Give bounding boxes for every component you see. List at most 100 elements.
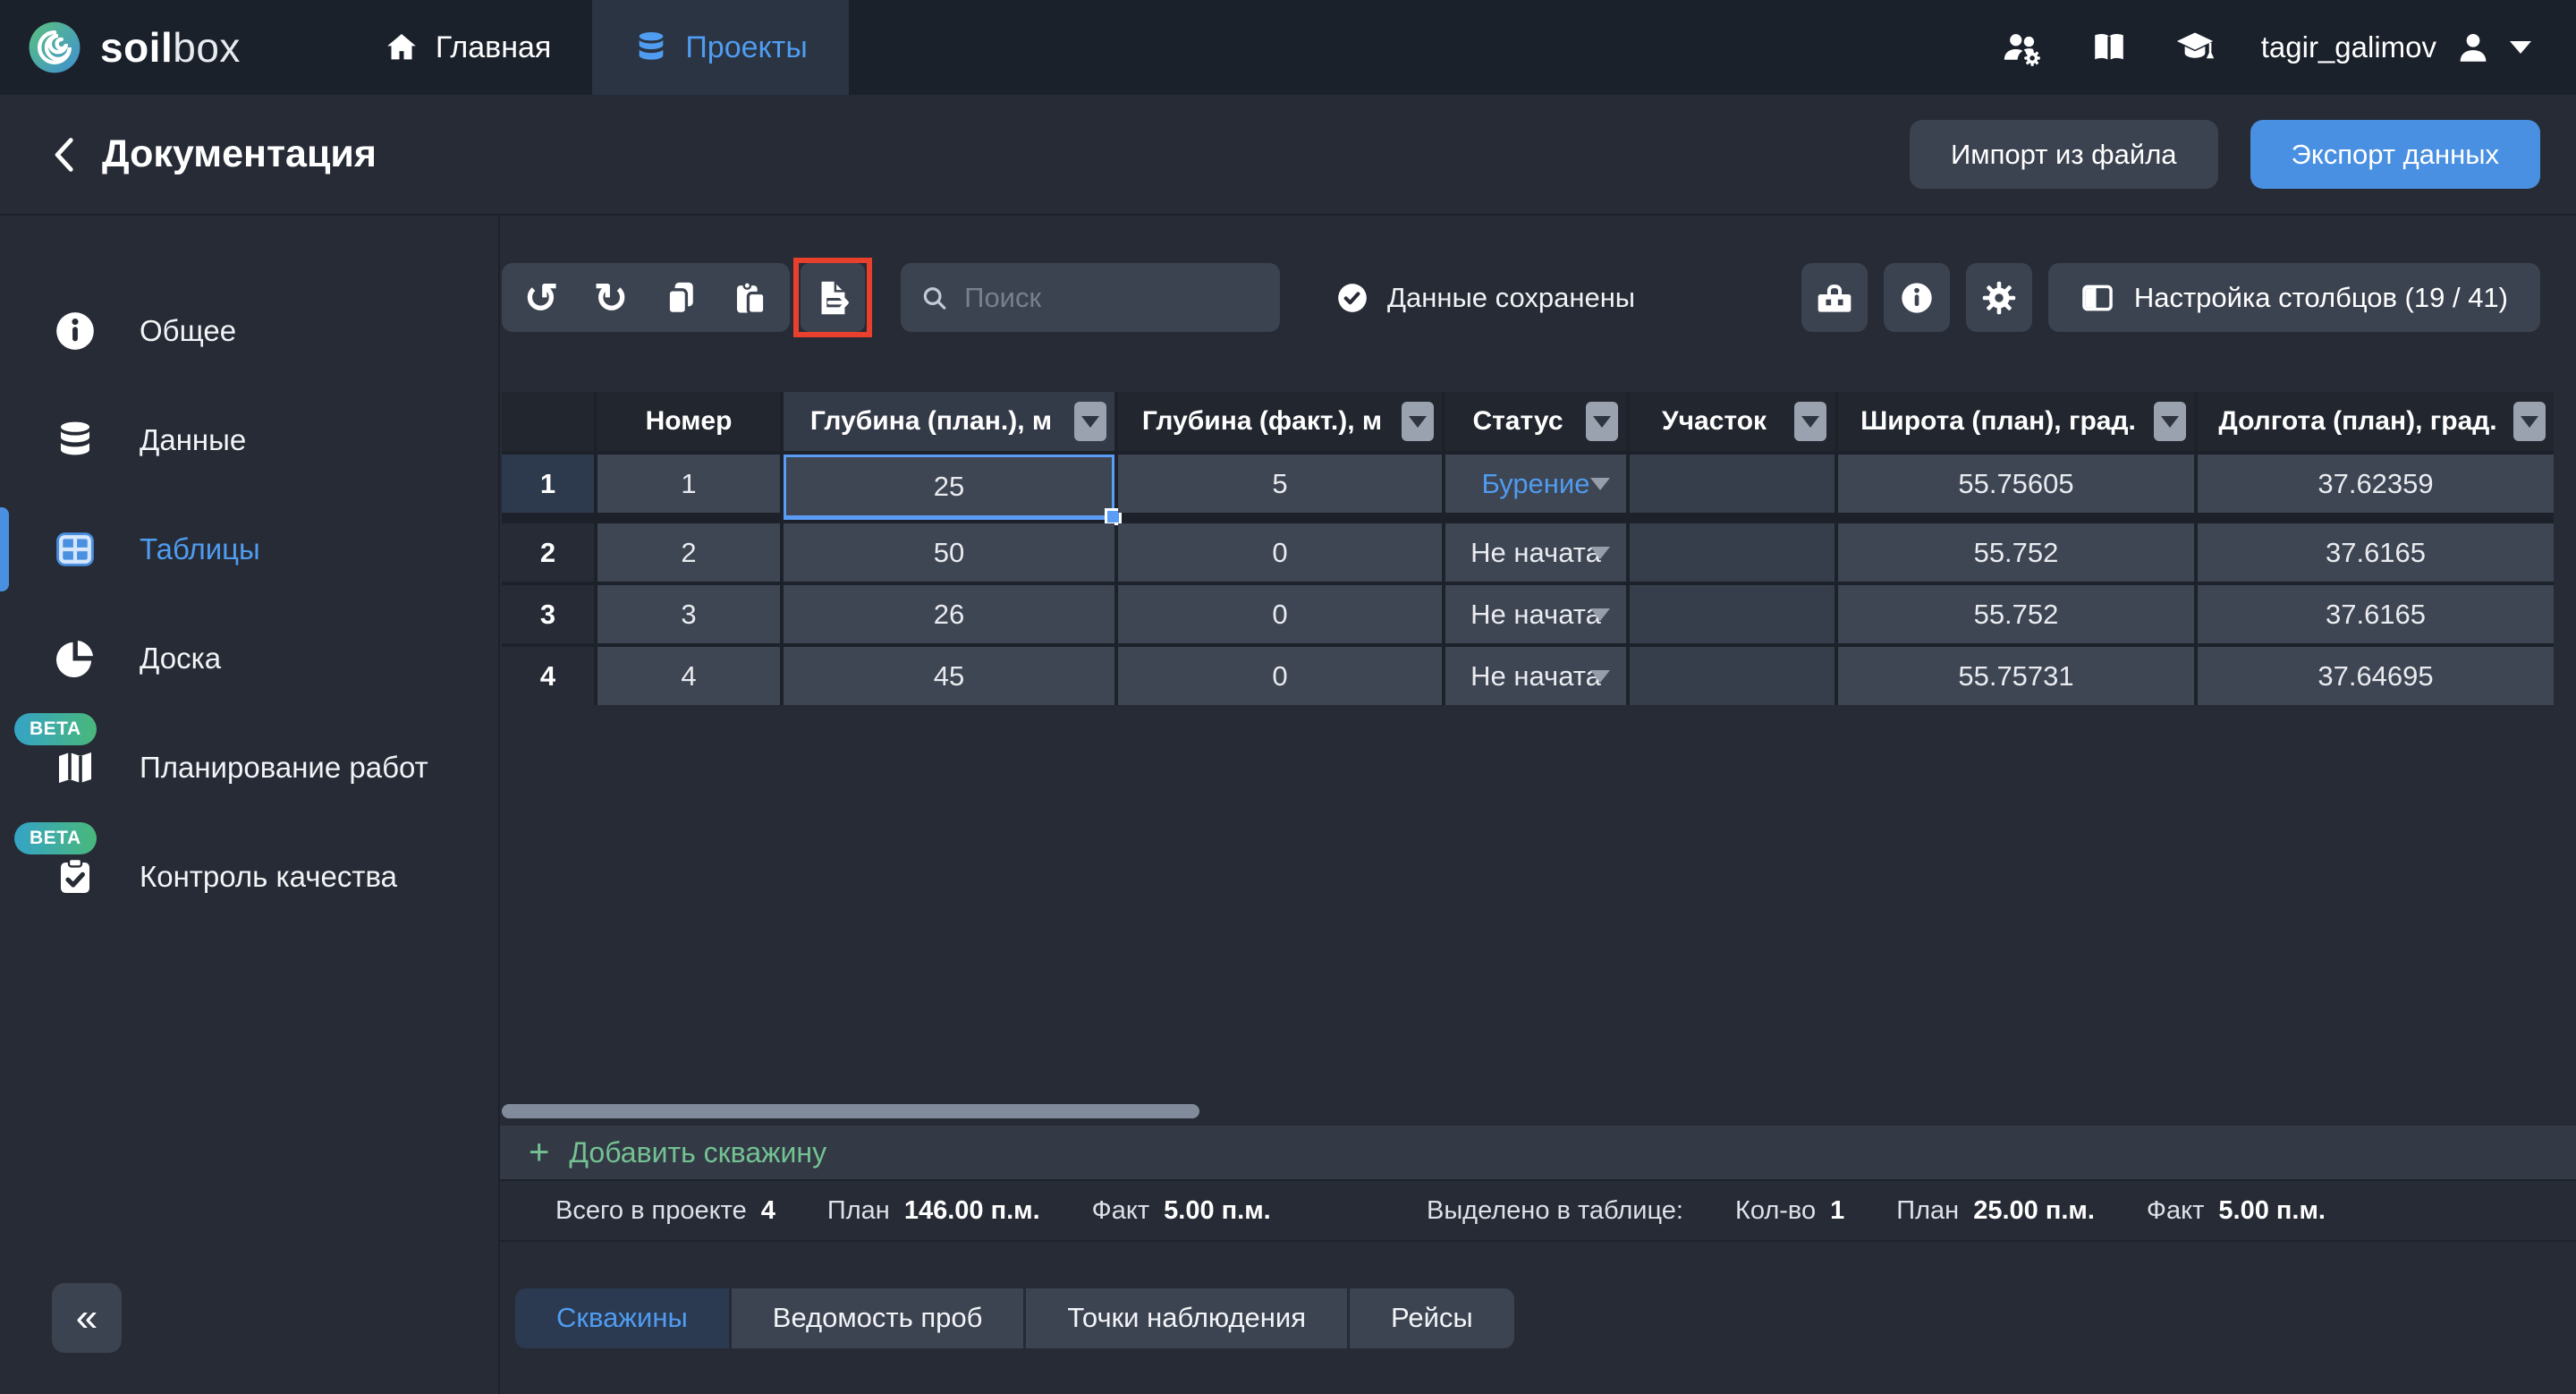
column-header-status[interactable]: Статус: [1445, 392, 1626, 451]
sidebar-item-data[interactable]: Данные: [0, 409, 498, 472]
column-header-lat[interactable]: Широта (план), град.: [1838, 392, 2194, 451]
education-button[interactable]: [2174, 28, 2216, 67]
cell-status[interactable]: Бурение: [1445, 455, 1626, 513]
column-header-depth-fact[interactable]: Глубина (факт.), м: [1118, 392, 1442, 451]
filter-icon[interactable]: [1402, 402, 1434, 441]
dropdown-caret-icon[interactable]: [1590, 669, 1610, 683]
user-icon: [2460, 33, 2487, 62]
cell-lon[interactable]: 37.6165: [2198, 585, 2554, 643]
column-header-label: Статус: [1472, 406, 1563, 436]
redo-button[interactable]: ↻: [579, 266, 643, 330]
cell-depth-plan-selected[interactable]: 25: [784, 455, 1122, 525]
cell-depth-plan[interactable]: 45: [784, 647, 1114, 705]
sidebar-collapse-button[interactable]: «: [52, 1283, 122, 1353]
row-header[interactable]: 1: [502, 455, 594, 513]
sidebar-item-quality-control[interactable]: BETA Контроль качества: [0, 822, 498, 908]
dropdown-caret-icon[interactable]: [1590, 608, 1610, 621]
filter-icon[interactable]: [2513, 402, 2546, 441]
sidebar-item-label: Контроль качества: [140, 860, 397, 893]
dropdown-caret-icon[interactable]: [1590, 477, 1610, 490]
add-well-button[interactable]: + Добавить скважину: [500, 1126, 2576, 1179]
filter-icon[interactable]: [1794, 402, 1826, 441]
graduation-cap-icon: [2176, 32, 2214, 59]
sidebar: Общее Данные: [0, 216, 500, 1394]
cell-number[interactable]: 1: [597, 455, 780, 513]
cell-lat[interactable]: 55.75605: [1838, 455, 2194, 513]
dropdown-caret-icon[interactable]: [1590, 546, 1610, 559]
tab-runs[interactable]: Рейсы: [1350, 1288, 1514, 1348]
corner-header-cell: [502, 392, 594, 451]
toolbox-button[interactable]: [1801, 263, 1868, 332]
cell-number[interactable]: 2: [597, 523, 780, 582]
user-menu[interactable]: tagir_galimov: [2261, 29, 2531, 66]
main-content: ↺ ↻: [500, 216, 2576, 1394]
row-header[interactable]: 3: [502, 585, 594, 643]
cell-area[interactable]: [1630, 647, 1835, 705]
column-header-lon[interactable]: Долгота (план), град.: [2198, 392, 2554, 451]
row-header[interactable]: 2: [502, 523, 594, 582]
nav-item-home[interactable]: Главная: [343, 0, 592, 95]
sidebar-item-board[interactable]: Доска: [0, 627, 498, 690]
tab-sample-register[interactable]: Ведомость проб: [731, 1288, 1024, 1348]
cell-number[interactable]: 4: [597, 647, 780, 705]
sidebar-item-general[interactable]: Общее: [0, 300, 498, 362]
nav-item-projects[interactable]: Проекты: [592, 0, 849, 95]
cell-status[interactable]: Не начата: [1445, 647, 1626, 705]
info-button[interactable]: [1883, 263, 1950, 332]
column-header-area[interactable]: Участок: [1630, 392, 1835, 451]
cell-depth-fact[interactable]: 5: [1118, 455, 1442, 513]
sidebar-item-tables[interactable]: Таблицы: [0, 507, 498, 591]
settings-button[interactable]: [1965, 263, 2032, 332]
cell-depth-fact[interactable]: 0: [1118, 523, 1442, 582]
cell-number[interactable]: 3: [597, 585, 780, 643]
filter-icon[interactable]: [1074, 402, 1106, 441]
cell-depth-plan[interactable]: 50: [784, 523, 1114, 582]
navbar-right: tagir_galimov: [2002, 0, 2576, 95]
export-table-button[interactable]: [801, 263, 865, 332]
team-management-button[interactable]: [2002, 28, 2045, 67]
cell-area[interactable]: [1630, 523, 1835, 582]
cell-lat[interactable]: 55.752: [1838, 523, 2194, 582]
column-settings-label: Настройка столбцов (19 / 41): [2133, 281, 2508, 313]
export-data-button[interactable]: Экспорт данных: [2250, 120, 2540, 189]
cell-status[interactable]: Не начата: [1445, 523, 1626, 582]
cell-area[interactable]: [1630, 455, 1835, 513]
cell-lon[interactable]: 37.64695: [2198, 647, 2554, 705]
cell-lon[interactable]: 37.6165: [2198, 523, 2554, 582]
paste-button[interactable]: [718, 266, 783, 330]
cell-lat[interactable]: 55.75731: [1838, 647, 2194, 705]
cell-depth-plan[interactable]: 26: [784, 585, 1114, 643]
tab-wells[interactable]: Скважины: [515, 1288, 729, 1348]
documentation-button[interactable]: [2089, 28, 2129, 67]
filter-icon[interactable]: [1586, 402, 1618, 441]
selected-count: Кол-во 1: [1735, 1196, 1844, 1226]
brand-logo[interactable]: soilbox: [0, 0, 280, 95]
column-header-number[interactable]: Номер: [597, 392, 780, 451]
total-in-project: Всего в проекте 4: [555, 1196, 775, 1226]
cell-depth-fact[interactable]: 0: [1118, 647, 1442, 705]
row-header[interactable]: 4: [502, 647, 594, 705]
cell-area[interactable]: [1630, 585, 1835, 643]
stat-value: 146.00 п.м.: [903, 1195, 1040, 1225]
status-value: Не начата: [1470, 659, 1601, 692]
column-header-depth-plan[interactable]: Глубина (план.), м: [784, 392, 1114, 451]
pie-chart-icon: [52, 635, 98, 682]
search-input[interactable]: [962, 280, 1260, 315]
filter-icon[interactable]: [2154, 402, 2186, 441]
cell-lat[interactable]: 55.752: [1838, 585, 2194, 643]
cell-depth-fact[interactable]: 0: [1118, 585, 1442, 643]
horizontal-scrollbar[interactable]: [502, 1104, 2540, 1118]
sidebar-item-work-planning[interactable]: BETA Планирование работ: [0, 713, 498, 799]
cell-lon[interactable]: 37.62359: [2198, 455, 2554, 513]
stat-value: 25.00 п.м.: [1973, 1195, 2095, 1225]
plan-total: План 146.00 п.м.: [827, 1196, 1040, 1226]
cell-status[interactable]: Не начата: [1445, 585, 1626, 643]
tab-observation-points[interactable]: Точки наблюдения: [1026, 1288, 1348, 1348]
home-icon: [387, 34, 416, 60]
back-button[interactable]: [50, 135, 77, 174]
column-settings-button[interactable]: Настройка столбцов (19 / 41): [2047, 263, 2540, 332]
scrollbar-thumb[interactable]: [502, 1104, 1199, 1118]
undo-button[interactable]: ↺: [509, 266, 573, 330]
import-from-file-button[interactable]: Импорт из файла: [1910, 120, 2218, 189]
copy-button[interactable]: [648, 266, 713, 330]
